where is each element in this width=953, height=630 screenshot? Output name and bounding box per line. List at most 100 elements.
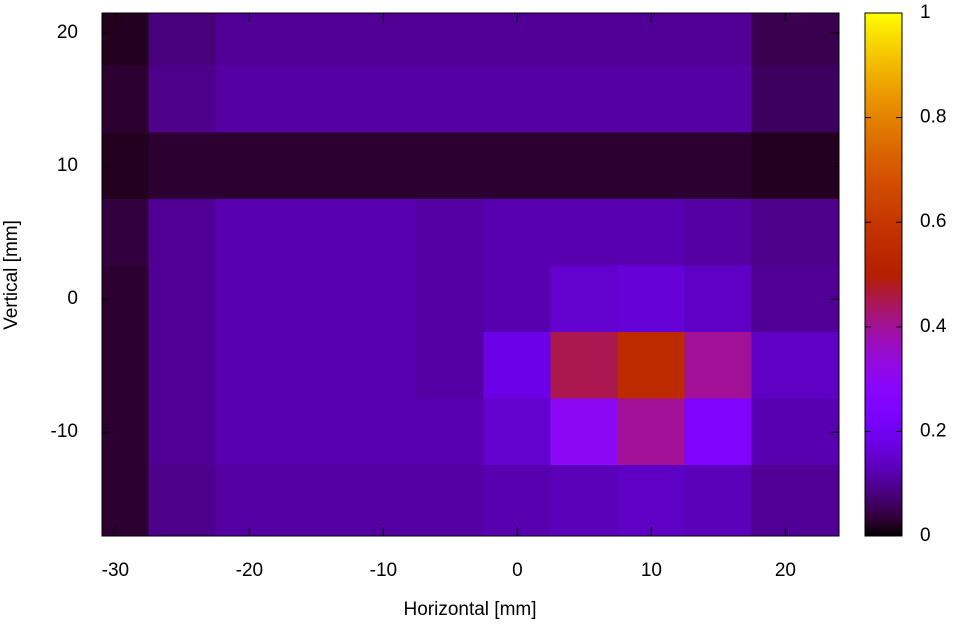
colorbar-tick-label: 0	[920, 525, 931, 546]
heatmap-cell	[148, 398, 217, 466]
heatmap-cell	[751, 464, 840, 537]
heatmap-cell	[416, 12, 485, 67]
heatmap-cell	[550, 132, 619, 200]
heatmap-cell	[215, 464, 284, 537]
heatmap-cell	[751, 398, 840, 466]
heatmap-cell	[483, 398, 552, 466]
heatmap-cell	[416, 464, 485, 537]
heatmap-cell	[282, 12, 351, 67]
heatmap-cell	[684, 132, 753, 200]
heatmap-cell	[148, 331, 217, 400]
heatmap-cell	[215, 65, 284, 134]
heatmap-cell	[101, 12, 150, 67]
colorbar-tick-label: 0.4	[920, 316, 947, 337]
x-axis-label: Horizontal [mm]	[403, 599, 536, 620]
heatmap-cell	[483, 132, 552, 200]
heatmap-cell	[349, 464, 418, 537]
heatmap-cell	[483, 464, 552, 537]
heatmap-cell	[101, 65, 150, 134]
heatmap-cell	[349, 132, 418, 200]
heatmap-cell	[416, 198, 485, 267]
y-tick-label: 20	[57, 22, 78, 43]
heatmap-cell	[684, 65, 753, 134]
x-tick-label: -10	[370, 560, 397, 581]
heatmap-cell	[617, 398, 686, 466]
heatmap-cell	[282, 198, 351, 267]
heatmap-cell	[282, 331, 351, 400]
heatmap-cell	[684, 331, 753, 400]
heatmap-cell	[282, 132, 351, 200]
heatmap-cell	[416, 398, 485, 466]
heatmap-cell	[617, 464, 686, 537]
heatmap-cell	[416, 265, 485, 333]
heatmap-cell	[684, 12, 753, 67]
heatmap-cell	[349, 65, 418, 134]
heatmap-cell	[215, 198, 284, 267]
x-tick-label: -20	[236, 560, 263, 581]
heatmap-cell	[684, 464, 753, 537]
y-tick-label: 10	[57, 155, 78, 176]
heatmap-cell	[550, 398, 619, 466]
heatmap-cell	[483, 331, 552, 400]
heatmap-cell	[416, 65, 485, 134]
y-tick-label: 0	[67, 288, 78, 309]
heatmap-cell	[416, 132, 485, 200]
heatmap-cell	[349, 331, 418, 400]
colorbar	[865, 13, 902, 536]
heatmap-cell	[282, 265, 351, 333]
heatmap-cell	[550, 464, 619, 537]
plot-frame	[101, 12, 840, 537]
heatmap-cell	[684, 198, 753, 267]
heatmap-cell	[751, 12, 840, 67]
heatmap-cell	[215, 265, 284, 333]
heatmap-cell	[349, 398, 418, 466]
x-tick-label: -30	[102, 560, 129, 581]
heatmap-cell	[282, 398, 351, 466]
heatmap-cell	[282, 65, 351, 134]
x-tick-label: 20	[775, 560, 796, 581]
y-axis-label: Vertical [mm]	[1, 220, 22, 330]
heatmap-cell	[101, 198, 150, 267]
heatmap-cell	[101, 331, 150, 400]
heatmap-cell	[148, 265, 217, 333]
heatmap-cell	[550, 331, 619, 400]
colorbar-tick-label: 1	[920, 2, 931, 23]
heatmap-cell	[617, 65, 686, 134]
heatmap-cell	[483, 265, 552, 333]
heatmap-cell	[751, 331, 840, 400]
heatmap-cell	[215, 331, 284, 400]
colorbar-tick-label: 0.6	[920, 211, 946, 232]
heatmap-cell	[684, 398, 753, 466]
heatmap-cell	[148, 198, 217, 267]
heatmap-cell	[617, 265, 686, 333]
heatmap-cell	[751, 65, 840, 134]
heatmap-cell	[148, 12, 217, 67]
heatmap-cell	[483, 65, 552, 134]
heatmap-cell	[349, 265, 418, 333]
heatmap-cell	[617, 331, 686, 400]
heatmap-cell	[148, 464, 217, 537]
heatmap-cell	[617, 198, 686, 267]
colorbar-tick-label: 0.2	[920, 420, 946, 441]
heatmap-cell	[148, 132, 217, 200]
heatmap-cell	[282, 464, 351, 537]
heatmap-cell	[751, 132, 840, 200]
heatmap-cell	[349, 198, 418, 267]
x-tick-label: 0	[512, 560, 523, 581]
heatmap-cell	[101, 464, 150, 537]
colorbar-tick-label: 0.8	[920, 107, 946, 128]
heatmap-cell	[550, 265, 619, 333]
x-tick-label: 10	[641, 560, 662, 581]
heatmap-cell	[751, 198, 840, 267]
heatmap-cell	[751, 265, 840, 333]
heatmap-cell	[684, 265, 753, 333]
heatmap	[101, 12, 840, 537]
heatmap-cell	[550, 198, 619, 267]
colorbar-frame	[864, 12, 903, 537]
heatmap-cell	[483, 198, 552, 267]
heatmap-cell	[215, 132, 284, 200]
heatmap-cell	[617, 132, 686, 200]
heatmap-cell	[215, 398, 284, 466]
heatmap-cell	[416, 331, 485, 400]
